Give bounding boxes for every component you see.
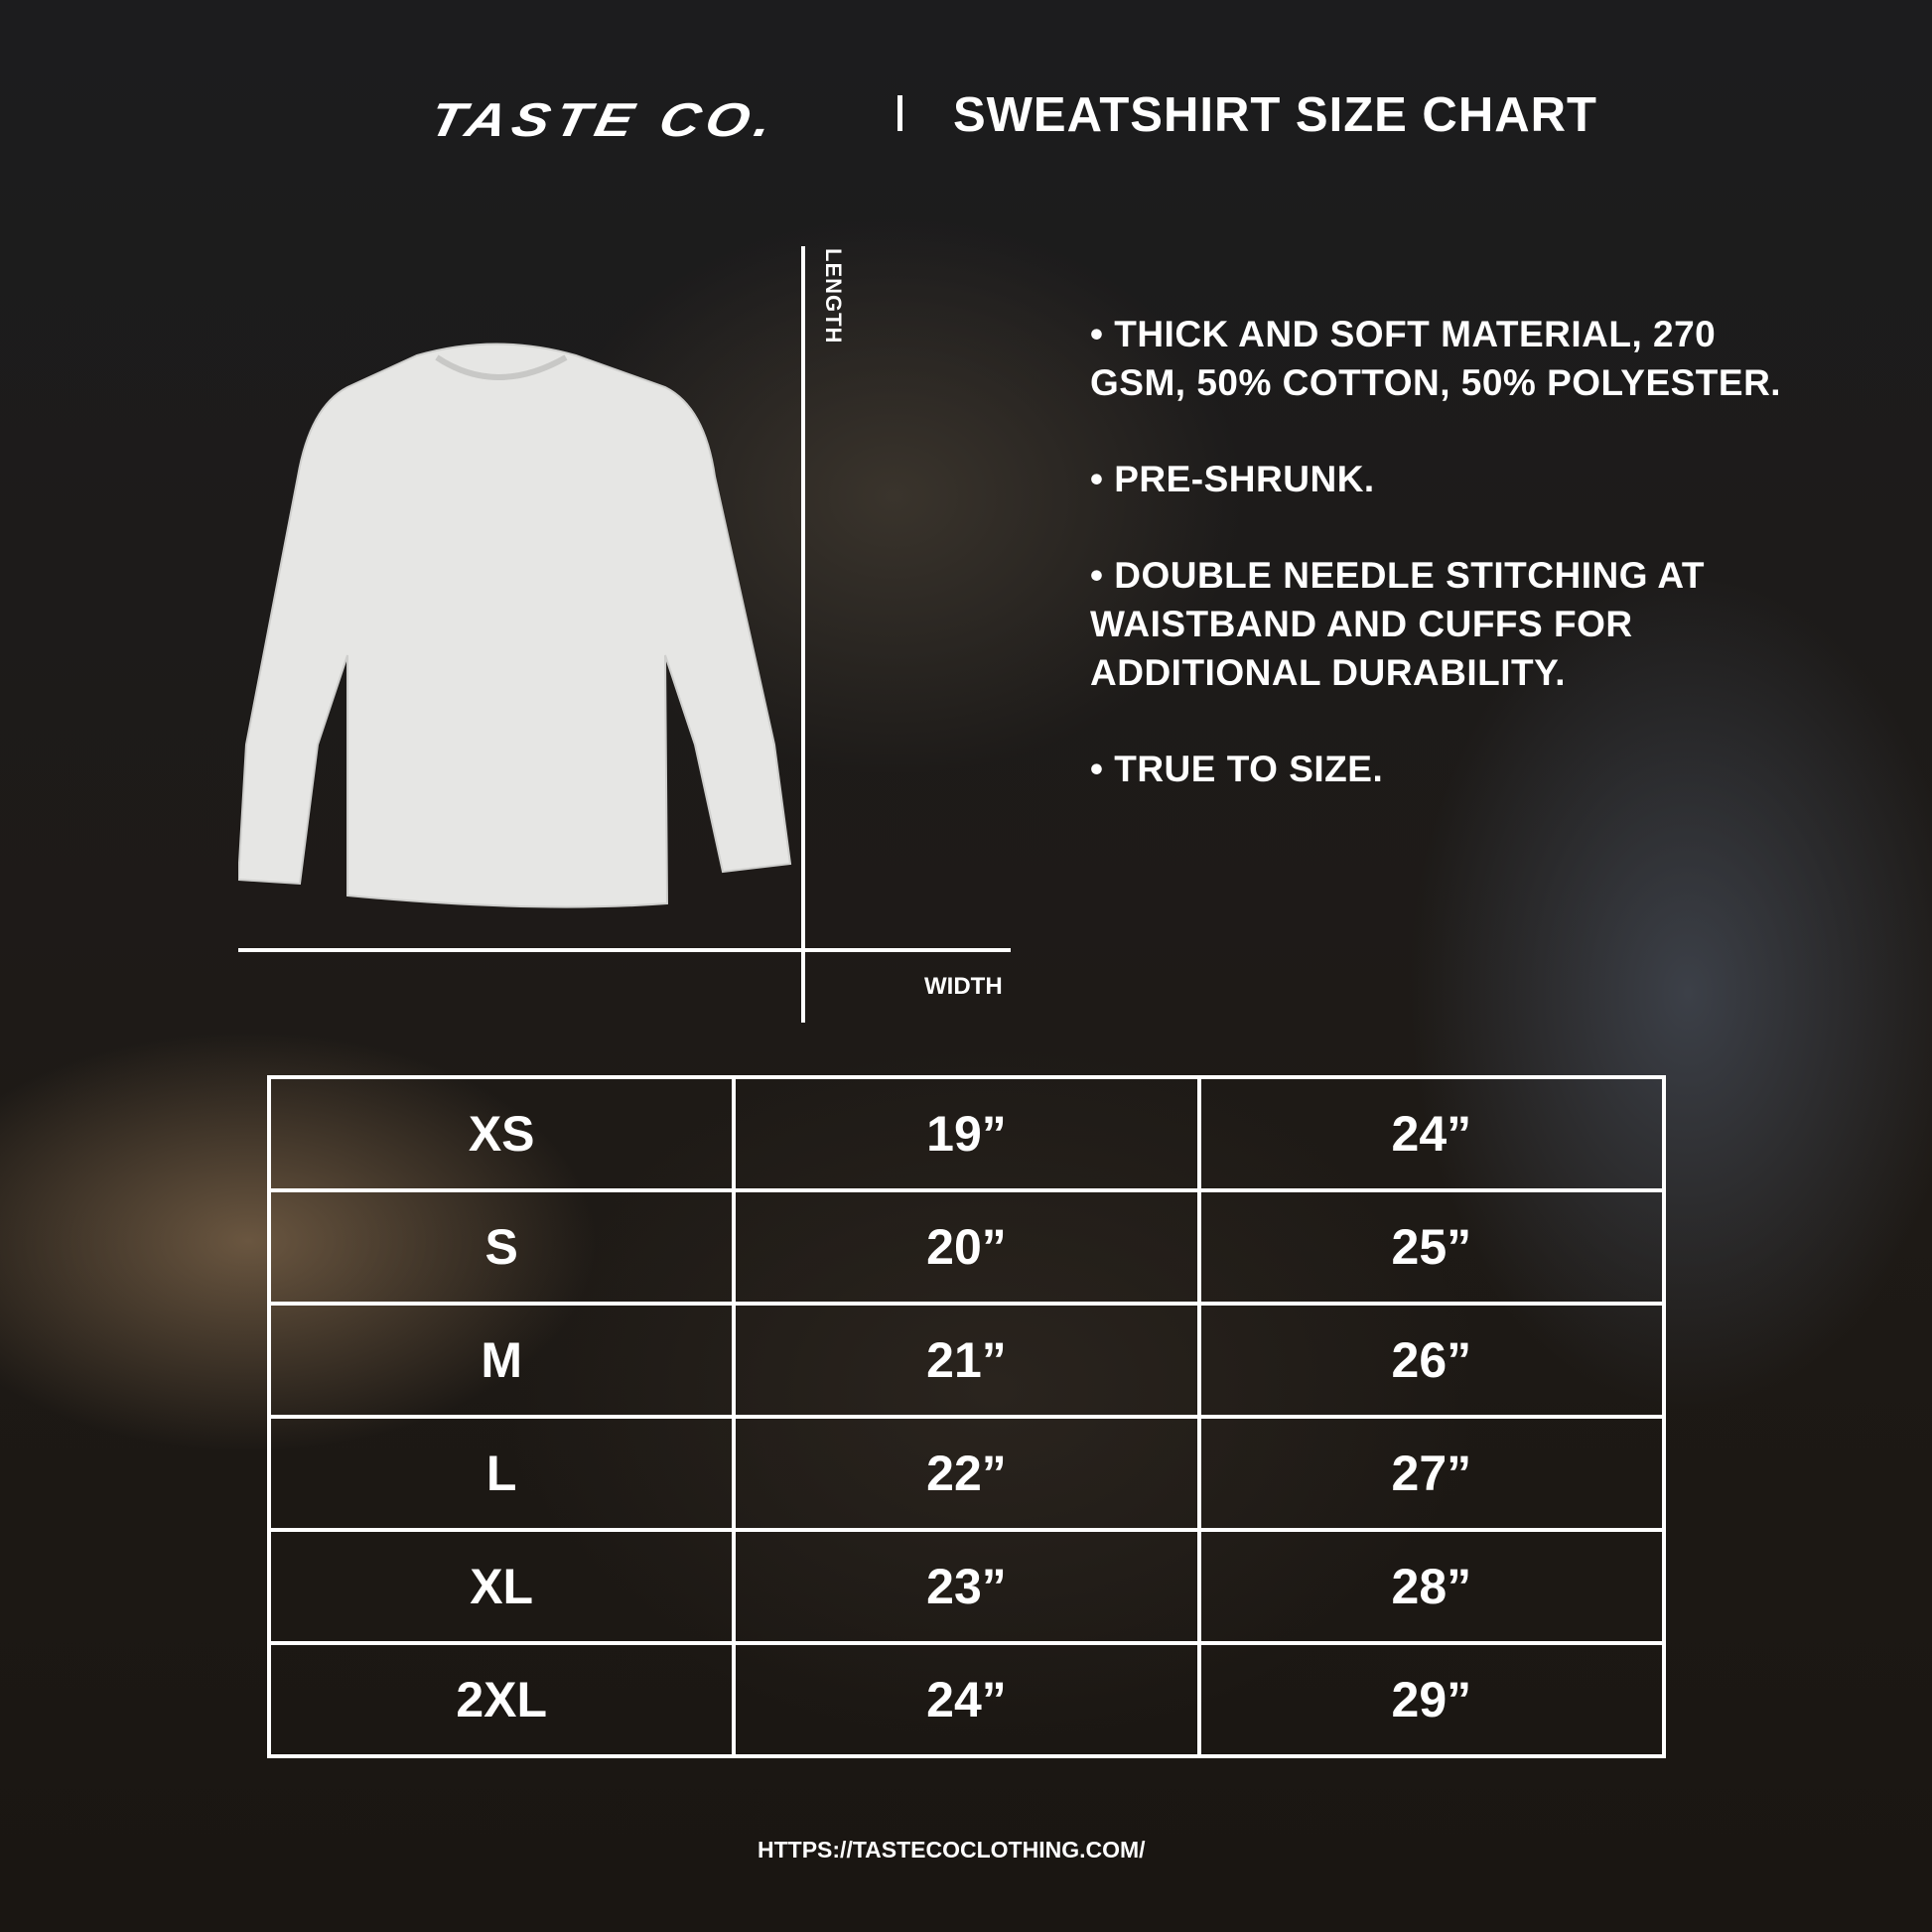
width-cell: 24” xyxy=(732,1641,1201,1758)
width-cell: 22” xyxy=(732,1415,1201,1532)
size-cell: S xyxy=(266,1188,737,1306)
feature-item: • DOUBLE NEEDLE STITCHING AT WAISTBAND A… xyxy=(1090,555,1705,693)
length-cell: 25” xyxy=(1196,1188,1667,1306)
feature-item: • THICK AND SOFT MATERIAL, 270 GSM, 50% … xyxy=(1090,314,1782,403)
length-label: LENGTH xyxy=(821,248,846,345)
width-measure-line xyxy=(238,948,1011,952)
length-cell: 24” xyxy=(1196,1075,1667,1192)
width-label: WIDTH xyxy=(924,973,1003,1000)
length-cell: 26” xyxy=(1196,1302,1667,1419)
page-title: SWEATSHIRT SIZE CHART xyxy=(953,88,1597,142)
width-cell: 19” xyxy=(732,1075,1201,1192)
width-cell: 21” xyxy=(732,1302,1201,1419)
size-cell: XS xyxy=(266,1075,737,1192)
width-cell: 23” xyxy=(732,1528,1201,1645)
table-row: 2XL 24” 29” xyxy=(266,1641,1667,1758)
website-url: HTTPS://TASTECOCLOTHING.COM/ xyxy=(758,1837,1146,1863)
size-cell: 2XL xyxy=(266,1641,737,1758)
title-divider xyxy=(897,95,902,131)
size-cell: L xyxy=(266,1415,737,1532)
table-row: S 20” 25” xyxy=(266,1188,1667,1306)
size-table: XS 19” 24” S 20” 25” M 21” 26” L 22” 27” XL 23” 28” 2XL… xyxy=(266,1075,1667,1758)
length-cell: 29” xyxy=(1196,1641,1667,1758)
size-cell: XL xyxy=(266,1528,737,1645)
size-cell: M xyxy=(266,1302,737,1419)
length-cell: 27” xyxy=(1196,1415,1667,1532)
feature-item: • PRE-SHRUNK. xyxy=(1090,459,1375,499)
width-cell: 20” xyxy=(732,1188,1201,1306)
table-row: M 21” 26” xyxy=(266,1302,1667,1419)
sweatshirt-image xyxy=(238,343,792,908)
length-cell: 28” xyxy=(1196,1528,1667,1645)
brand-logo: TASTE CO. xyxy=(425,92,783,147)
feature-item: • TRUE TO SIZE. xyxy=(1090,749,1384,789)
table-row: XS 19” 24” xyxy=(266,1075,1667,1192)
length-measure-line xyxy=(801,246,805,1023)
table-row: XL 23” 28” xyxy=(266,1528,1667,1645)
table-row: L 22” 27” xyxy=(266,1415,1667,1532)
feature-list: • THICK AND SOFT MATERIAL, 270 GSM, 50% … xyxy=(1090,310,1785,841)
